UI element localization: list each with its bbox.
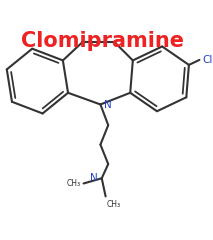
Text: Clomipramine: Clomipramine bbox=[21, 31, 184, 51]
Text: CH₃: CH₃ bbox=[107, 200, 121, 209]
Text: Cl: Cl bbox=[202, 55, 212, 65]
Text: N: N bbox=[90, 173, 98, 183]
Text: CH₃: CH₃ bbox=[67, 179, 81, 188]
Text: N: N bbox=[104, 100, 111, 110]
